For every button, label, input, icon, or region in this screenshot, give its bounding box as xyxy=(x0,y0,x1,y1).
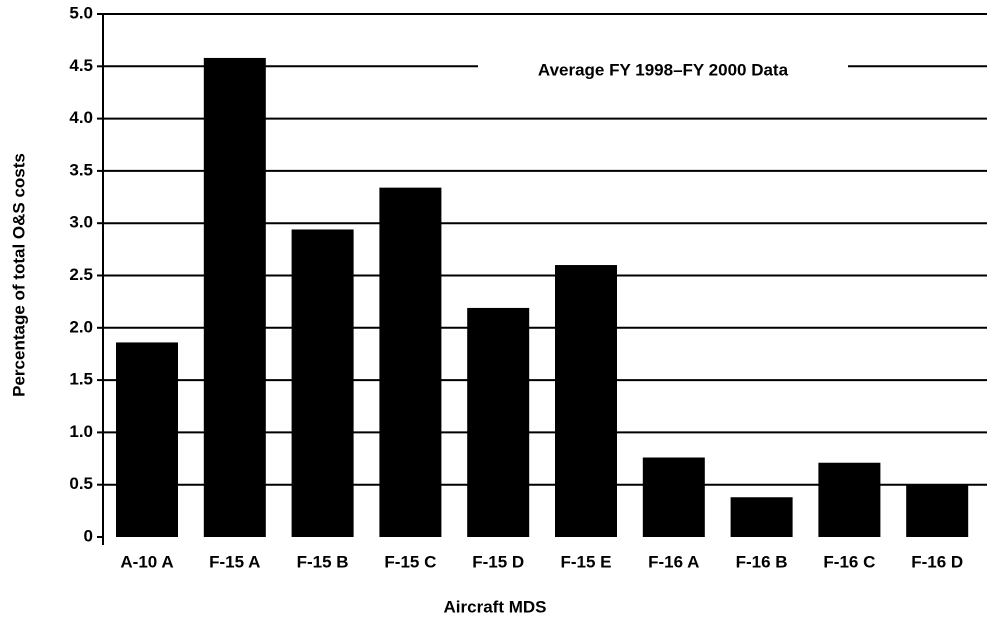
y-tick-label: 5.0 xyxy=(69,3,93,22)
x-tick-label: F-16 B xyxy=(736,552,788,571)
y-axis-label: Percentage of total O&S costs xyxy=(9,153,28,397)
y-tick-label: 4.5 xyxy=(69,56,93,75)
y-tick-label: 1.5 xyxy=(69,370,93,389)
bar xyxy=(818,462,881,537)
x-tick-label: F-15 D xyxy=(472,552,524,571)
y-tick-label: 2.5 xyxy=(69,265,93,284)
x-tick-label: F-15 A xyxy=(209,552,260,571)
annotation-background xyxy=(478,54,848,79)
x-tick-label: F-15 B xyxy=(297,552,349,571)
bar xyxy=(203,57,266,537)
x-axis-label: Aircraft MDS xyxy=(444,597,547,616)
bar xyxy=(467,307,530,537)
bar xyxy=(291,229,354,537)
x-tick-label: F-16 C xyxy=(823,552,875,571)
x-tick-label: F-15 E xyxy=(560,552,611,571)
y-tick-label: 2.0 xyxy=(69,317,93,336)
bar xyxy=(379,187,442,538)
y-tick-label: 1.0 xyxy=(69,422,93,441)
bar xyxy=(730,497,793,537)
y-tick-label: 0 xyxy=(84,526,93,545)
bar xyxy=(642,457,705,537)
y-tick-label: 3.5 xyxy=(69,160,93,179)
bar xyxy=(116,342,178,537)
bar xyxy=(555,265,617,537)
y-tick-label: 0.5 xyxy=(69,474,93,493)
x-tick-label: F-15 C xyxy=(384,552,436,571)
annotation: Average FY 1998–FY 2000 Data xyxy=(538,60,789,79)
y-tick-label: 3.0 xyxy=(69,213,93,232)
x-tick-label: F-16 A xyxy=(648,552,699,571)
x-tick-label: A-10 A xyxy=(120,552,173,571)
bar xyxy=(906,484,969,537)
y-tick-label: 4.0 xyxy=(69,108,93,127)
x-tick-label: F-16 D xyxy=(911,552,963,571)
